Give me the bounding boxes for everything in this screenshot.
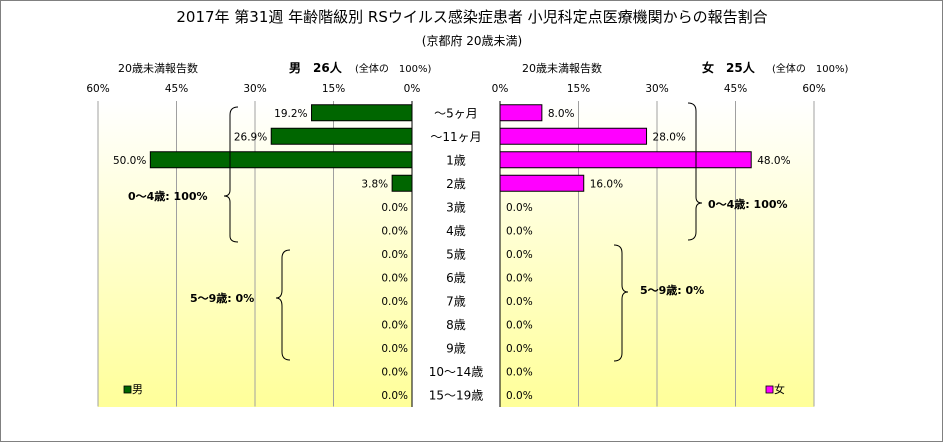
male-data-label: 3.8% <box>361 178 388 190</box>
female-data-label: 16.0% <box>590 178 623 190</box>
male-tick-label: 60% <box>86 83 109 95</box>
male-data-label: 0.0% <box>381 366 408 378</box>
male-legend-label: 男 <box>132 383 143 396</box>
male-axis-ticks: 60% 45% 30% 15% 0% <box>86 83 420 95</box>
male-header-total: 男 26人 <box>289 60 343 75</box>
chart-title: 2017年 第31週 年齢階級別 RSウイルス感染症患者 小児科定点医療機関から… <box>176 8 767 26</box>
male-data-label: 0.0% <box>381 225 408 237</box>
female-group-label-0-4: 0～4歳: 100% <box>708 197 788 211</box>
male-data-label: 19.2% <box>274 108 307 120</box>
female-brace-0-4 <box>687 102 703 241</box>
age-category-label: 4歳 <box>446 224 466 238</box>
male-tick-label: 15% <box>322 83 345 95</box>
chart-subtitle: (京都府 20歳未満) <box>422 33 522 48</box>
male-group-label-5-9: 5～9歳: 0% <box>190 291 254 305</box>
female-tick-label: 30% <box>645 83 668 95</box>
male-brace-0-4 <box>223 106 239 243</box>
female-tick-label: 45% <box>724 83 747 95</box>
male-header-count-label: 20歳未満報告数 <box>118 62 198 75</box>
female-data-label: 0.0% <box>506 366 533 378</box>
male-tick-label: 0% <box>404 83 421 95</box>
female-header-total: 女 25人 <box>702 60 756 75</box>
male-brace-5-9 <box>275 249 291 361</box>
age-category-label: 8歳 <box>446 318 466 332</box>
age-category-label: 3歳 <box>446 200 466 214</box>
male-tick-label: 30% <box>243 83 266 95</box>
male-data-label: 0.0% <box>381 272 408 284</box>
female-bar <box>499 151 752 169</box>
male-legend-swatch <box>123 385 132 394</box>
female-group-label-5-9: 5～9歳: 0% <box>640 283 704 297</box>
male-data-label: 0.0% <box>381 296 408 308</box>
female-data-label: 0.0% <box>506 319 533 331</box>
male-data-label: 50.0% <box>113 155 146 167</box>
female-axis-ticks: 0% 15% 30% 45% 60% <box>492 83 826 95</box>
age-category-label: 10～14歳 <box>429 365 484 379</box>
female-chart-panel: 0% 15% 30% 45% 60% 8.0% 28.0% 48.0% 16.0% 0.0% 0.… <box>492 83 826 407</box>
female-tick-label: 0% <box>492 83 509 95</box>
female-data-label: 0.0% <box>506 296 533 308</box>
male-bar <box>391 174 413 192</box>
female-brace-5-9 <box>613 244 629 362</box>
male-data-label: 0.0% <box>381 390 408 402</box>
age-category-labels: ～5ヶ月 ～11ヶ月 1歳 2歳 3歳 4歳 5歳 6歳 7歳 8歳 9歳 10～14歳 15～19歳 <box>429 106 484 402</box>
female-data-label: 28.0% <box>653 131 686 143</box>
female-data-label: 0.0% <box>506 272 533 284</box>
age-category-label: 2歳 <box>446 177 466 191</box>
female-bar <box>499 174 585 192</box>
male-group-label-0-4: 0～4歳: 100% <box>128 189 208 203</box>
female-bar <box>499 127 648 145</box>
female-data-label: 0.0% <box>506 249 533 261</box>
age-category-label: 15～19歳 <box>429 388 484 402</box>
male-bar <box>270 127 413 145</box>
age-category-label: 5歳 <box>446 247 466 261</box>
male-data-labels: 19.2% 26.9% 50.0% 3.8% 0.0% 0.0% 0.0% 0.0% 0.0% 0… <box>113 108 408 402</box>
male-data-label: 0.0% <box>381 319 408 331</box>
female-data-label: 0.0% <box>506 343 533 355</box>
male-data-label: 26.9% <box>234 131 267 143</box>
male-bar <box>311 104 413 122</box>
age-category-label: ～5ヶ月 <box>434 106 478 120</box>
female-bar <box>499 104 543 122</box>
age-category-label: 7歳 <box>446 294 466 308</box>
female-tick-label: 15% <box>567 83 590 95</box>
male-header-note: (全体の 100%) <box>355 62 431 75</box>
female-data-label: 0.0% <box>506 390 533 402</box>
male-data-label: 0.0% <box>381 343 408 355</box>
age-category-label: 6歳 <box>446 271 466 285</box>
age-category-label: 1歳 <box>446 153 466 167</box>
female-data-label: 48.0% <box>757 155 790 167</box>
age-category-label: 9歳 <box>446 341 466 355</box>
female-data-labels: 8.0% 28.0% 48.0% 16.0% 0.0% 0.0% 0.0% 0.0% 0.0% 0… <box>506 108 791 402</box>
female-header-note: (全体の 100%) <box>772 62 848 75</box>
female-data-label: 0.0% <box>506 202 533 214</box>
male-bar <box>149 151 413 169</box>
male-chart-panel: 60% 45% 30% 15% 0% 19.2% 26.9% 50.0% 3.8% 0.0% 0.… <box>86 83 420 407</box>
female-header-count-label: 20歳未満報告数 <box>522 62 602 75</box>
female-tick-label: 60% <box>802 83 825 95</box>
male-data-label: 0.0% <box>381 202 408 214</box>
female-legend-label: 女 <box>774 382 785 396</box>
female-legend-swatch <box>765 385 774 394</box>
female-data-label: 0.0% <box>506 225 533 237</box>
female-data-label: 8.0% <box>548 108 575 120</box>
male-bars <box>149 104 413 192</box>
male-data-label: 0.0% <box>381 249 408 261</box>
male-tick-label: 45% <box>165 83 188 95</box>
age-category-label: ～11ヶ月 <box>430 130 481 144</box>
